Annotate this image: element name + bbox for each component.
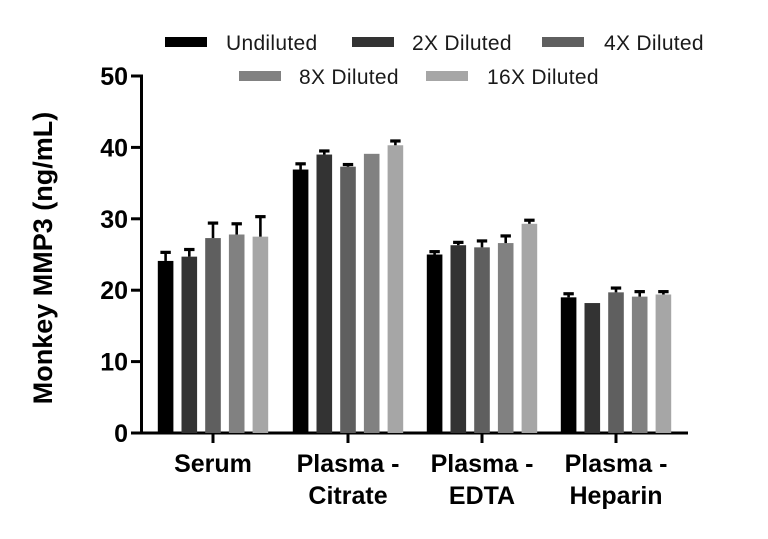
bar-plasma-edta-undiluted (426, 254, 443, 433)
legend: Undiluted 2X Diluted 4X Diluted 8X Diluted 1… (165, 32, 704, 89)
bar-plasma-citrate-16x-diluted (387, 145, 404, 433)
y-tick-label-0: 0 (114, 420, 128, 448)
legend-label-8x-diluted: 8X Diluted (299, 66, 399, 89)
category-labels: Serum Plasma - Citrate Plasma - EDTA Plasma -… (174, 450, 667, 510)
y-axis-ticks: 0 10 20 30 40 50 (100, 63, 141, 448)
legend-item-4x-diluted: 4X Diluted (542, 32, 704, 55)
bar-serum-8x-diluted (228, 234, 245, 433)
legend-item-2x-diluted: 2X Diluted (352, 32, 512, 55)
bar-plasma-citrate-2x-diluted (316, 154, 333, 434)
bar-plasma-heparin-16x-diluted (655, 294, 672, 433)
bar-plasma-heparin-undiluted (560, 297, 577, 433)
legend-label-undiluted: Undiluted (226, 32, 317, 55)
category-label-plasma-heparin-line2: Heparin (569, 482, 662, 510)
bar-serum-undiluted (157, 260, 174, 433)
y-tick-label-50: 50 (100, 63, 128, 91)
bar-plasma-citrate-4x-diluted (340, 166, 356, 434)
legend-item-16x-diluted: 16X Diluted (426, 66, 599, 89)
bar-plasma-citrate-8x-diluted (363, 153, 380, 434)
bar-plasma-heparin-2x-diluted (584, 303, 601, 433)
legend-label-2x-diluted: 2X Diluted (412, 32, 512, 55)
legend-swatch-16x-diluted (426, 71, 468, 81)
legend-item-undiluted: Undiluted (165, 32, 317, 55)
legend-label-4x-diluted: 4X Diluted (604, 32, 704, 55)
category-label-plasma-heparin-line1: Plasma - (565, 450, 668, 478)
category-label-plasma-edta-line1: Plasma - (431, 450, 534, 478)
legend-swatch-4x-diluted (542, 37, 584, 47)
bar-plasma-edta-2x-diluted (450, 245, 467, 433)
y-tick-label-30: 30 (100, 206, 128, 234)
legend-swatch-undiluted (165, 37, 207, 47)
y-tick-label-10: 10 (100, 349, 128, 377)
y-axis-title: Monkey MMP3 (ng/mL) (28, 112, 58, 405)
bar-plasma-edta-16x-diluted (521, 223, 538, 433)
y-tick-label-40: 40 (100, 134, 128, 162)
bar-serum-4x-diluted (205, 238, 221, 433)
bar-plasma-heparin-8x-diluted (631, 296, 648, 433)
legend-label-16x-diluted: 16X Diluted (487, 66, 599, 89)
category-label-plasma-edta-line2: EDTA (449, 482, 515, 510)
legend-swatch-2x-diluted (352, 37, 394, 47)
y-tick-label-20: 20 (100, 277, 128, 305)
legend-swatch-8x-diluted (239, 71, 281, 81)
bar-plasma-edta-8x-diluted (497, 243, 514, 433)
bar-serum-2x-diluted (181, 256, 198, 433)
category-label-serum-line1: Serum (174, 450, 252, 478)
bar-plasma-edta-4x-diluted (474, 247, 490, 433)
bar-serum-16x-diluted (252, 236, 269, 433)
axes (140, 74, 688, 435)
legend-item-8x-diluted: 8X Diluted (239, 66, 399, 89)
x-axis-ticks (211, 434, 618, 443)
category-label-plasma-citrate-line1: Plasma - (297, 450, 400, 478)
bar-plasma-heparin-4x-diluted (608, 292, 624, 433)
bar-groups (157, 139, 672, 434)
bar-plasma-citrate-undiluted (292, 169, 309, 433)
category-label-plasma-citrate-line2: Citrate (308, 482, 387, 510)
